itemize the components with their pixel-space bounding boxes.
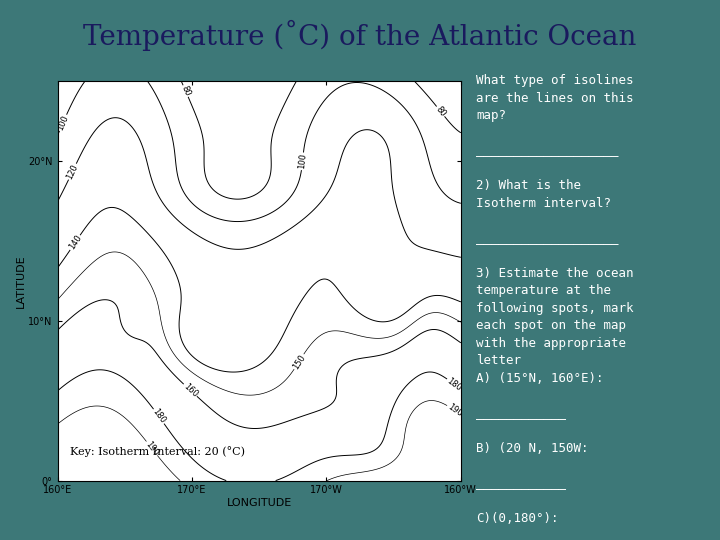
Text: 80: 80 [433, 105, 447, 118]
X-axis label: LONGITUDE: LONGITUDE [227, 498, 292, 508]
Text: 100: 100 [55, 114, 71, 132]
Text: What type of isolines
are the lines on this
map?
 
___________________
 
2) What: What type of isolines are the lines on t… [477, 75, 634, 540]
Text: Key: Isotherm Interval: 20 (°C): Key: Isotherm Interval: 20 (°C) [70, 446, 245, 457]
Text: 150: 150 [291, 353, 307, 371]
Text: 100: 100 [297, 153, 308, 170]
Text: 180: 180 [445, 376, 464, 393]
Text: 190: 190 [143, 440, 161, 457]
Text: 140: 140 [67, 233, 84, 252]
Text: Temperature (˚C) of the Atlantic Ocean: Temperature (˚C) of the Atlantic Ocean [84, 19, 636, 51]
Text: 80: 80 [179, 84, 192, 98]
Text: 120: 120 [65, 163, 80, 181]
Y-axis label: LATITUDE: LATITUDE [15, 254, 25, 308]
Text: 160: 160 [181, 382, 199, 399]
Text: 180: 180 [150, 407, 167, 426]
Text: 190: 190 [446, 402, 464, 418]
